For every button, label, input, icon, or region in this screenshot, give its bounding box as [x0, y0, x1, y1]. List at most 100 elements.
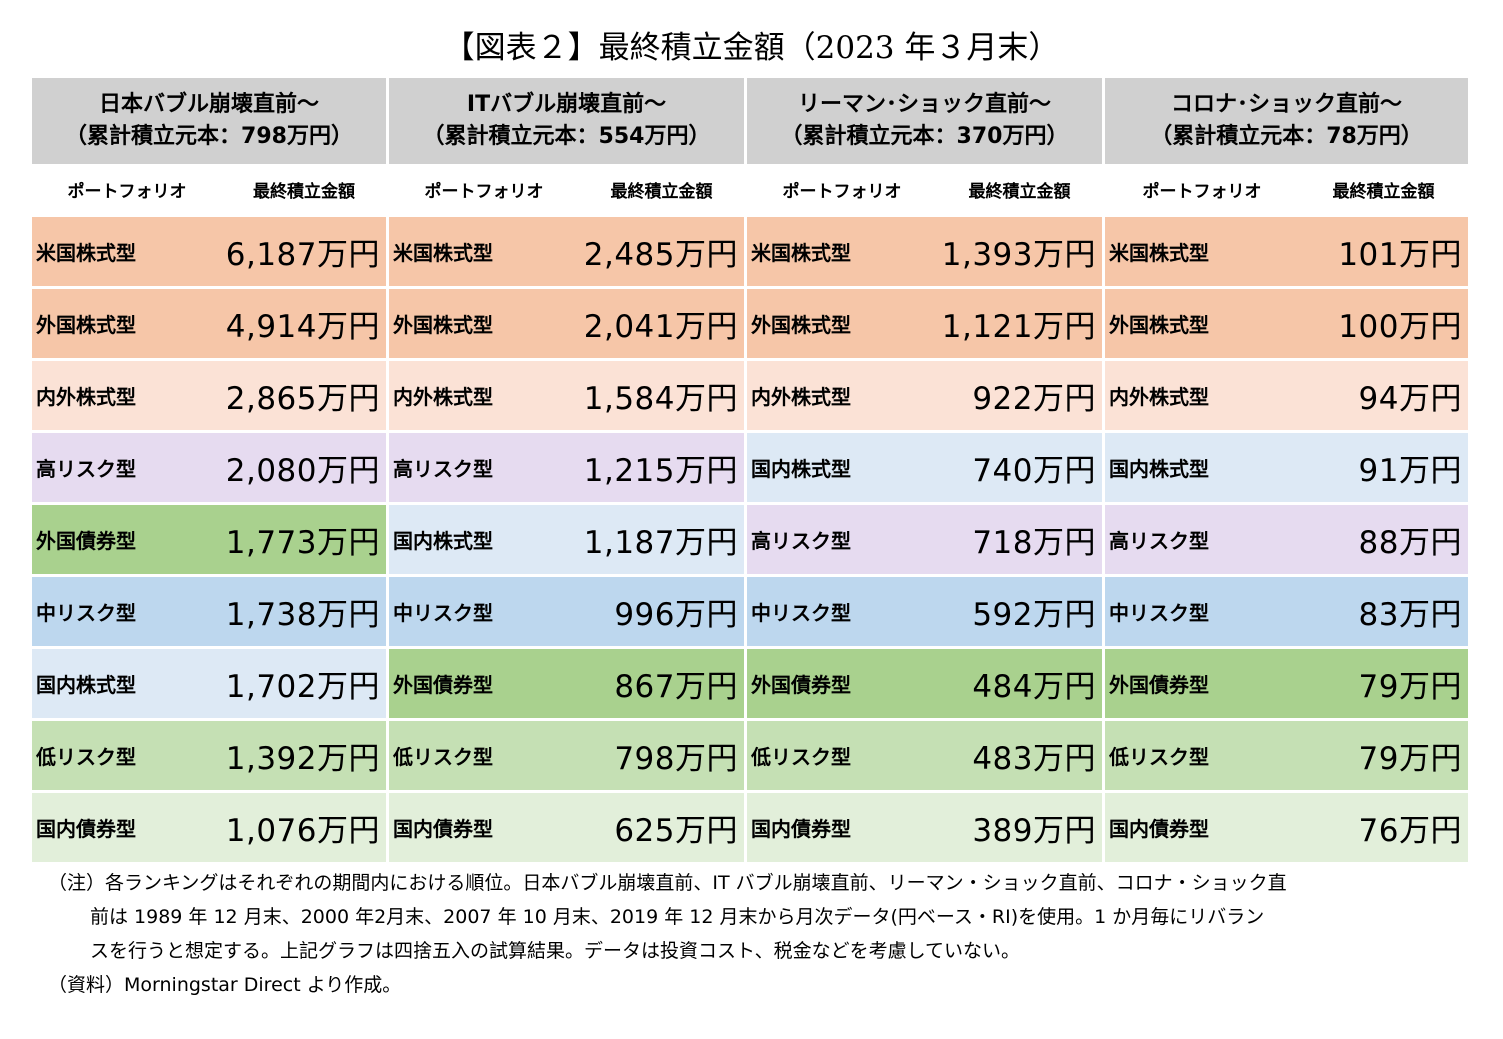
- portfolio-name: 高リスク型: [747, 502, 937, 574]
- final-amount: 1,121万円: [937, 286, 1105, 358]
- notes: （注）各ランキングはそれぞれの期間内における順位。日本バブル崩壊直前、IT バブ…: [48, 866, 1468, 1002]
- portfolio-name: 米国株式型: [1105, 214, 1299, 286]
- final-amount: 83万円: [1299, 574, 1468, 646]
- portfolio-name: 低リスク型: [1105, 718, 1299, 790]
- final-amount: 79万円: [1299, 718, 1468, 790]
- final-amount: 1,702万円: [222, 646, 389, 718]
- table-row: 中リスク型 1,738万円 中リスク型 996万円 中リスク型 592万円 中リスク型 83万…: [32, 574, 1468, 646]
- final-amount: 1,738万円: [222, 574, 389, 646]
- column-header-amount: 最終積立金額: [1299, 164, 1468, 214]
- table-row: 低リスク型 1,392万円 低リスク型 798万円 低リスク型 483万円 低リスク型 79万…: [32, 718, 1468, 790]
- portfolio-name: 高リスク型: [389, 430, 579, 502]
- portfolio-name: 内外株式型: [32, 358, 222, 430]
- portfolio-name: 外国債券型: [389, 646, 579, 718]
- final-amount: 389万円: [937, 790, 1105, 862]
- final-amount: 740万円: [937, 430, 1105, 502]
- portfolio-name: 低リスク型: [389, 718, 579, 790]
- final-amount: 1,215万円: [579, 430, 747, 502]
- portfolio-name: 低リスク型: [32, 718, 222, 790]
- group-principal: （累計積立元本：78万円）: [1150, 124, 1423, 149]
- final-amount: 996万円: [579, 574, 747, 646]
- group-header-row: 日本バブル崩壊直前～ （累計積立元本：798万円） ITバブル崩壊直前～ （累計積立元…: [32, 78, 1468, 164]
- portfolio-name: 国内株式型: [1105, 430, 1299, 502]
- final-amount: 1,187万円: [579, 502, 747, 574]
- final-amount: 4,914万円: [222, 286, 389, 358]
- final-amount: 2,485万円: [579, 214, 747, 286]
- portfolio-name: 国内債券型: [1105, 790, 1299, 862]
- portfolio-name: 高リスク型: [1105, 502, 1299, 574]
- portfolio-name: 内外株式型: [1105, 358, 1299, 430]
- table-row: 国内債券型 1,076万円 国内債券型 625万円 国内債券型 389万円 国内債券型 76万…: [32, 790, 1468, 862]
- page-title: 【図表２】最終積立金額（2023 年３月末）: [443, 30, 1060, 66]
- portfolio-name: 米国株式型: [32, 214, 222, 286]
- column-header-amount: 最終積立金額: [579, 164, 747, 214]
- column-header-portfolio: ポートフォリオ: [389, 164, 579, 214]
- portfolio-name: 国内株式型: [32, 646, 222, 718]
- final-amount: 1,584万円: [579, 358, 747, 430]
- portfolio-name: 外国株式型: [1105, 286, 1299, 358]
- table-row: 米国株式型 6,187万円 米国株式型 2,485万円 米国株式型 1,393万円 米国株式…: [32, 214, 1468, 286]
- portfolio-name: 外国債券型: [747, 646, 937, 718]
- final-amount: 867万円: [579, 646, 747, 718]
- final-amount: 2,865万円: [222, 358, 389, 430]
- group-principal: （累計積立元本：554万円）: [422, 124, 711, 149]
- portfolio-name: 内外株式型: [389, 358, 579, 430]
- portfolio-name: 中リスク型: [32, 574, 222, 646]
- group-title: 日本バブル崩壊直前～: [98, 92, 319, 117]
- table-row: 高リスク型 2,080万円 高リスク型 1,215万円 国内株式型 740万円 国内株式型 9…: [32, 430, 1468, 502]
- column-header-amount: 最終積立金額: [222, 164, 389, 214]
- group-principal: （累計積立元本：798万円）: [65, 124, 353, 149]
- final-amount: 6,187万円: [222, 214, 389, 286]
- group-header: ITバブル崩壊直前～ （累計積立元本：554万円）: [389, 78, 747, 164]
- note-line: スを行うと想定する。上記グラフは四捨五入の試算結果。データは投資コスト、税金など…: [90, 940, 1021, 962]
- final-amount: 798万円: [579, 718, 747, 790]
- final-amount: 1,773万円: [222, 502, 389, 574]
- ranking-table: 日本バブル崩壊直前～ （累計積立元本：798万円） ITバブル崩壊直前～ （累計積立元…: [32, 78, 1468, 862]
- group-header: リーマン･ショック直前～ （累計積立元本：370万円）: [747, 78, 1105, 164]
- portfolio-name: 外国株式型: [747, 286, 937, 358]
- final-amount: 91万円: [1299, 430, 1468, 502]
- portfolio-name: 中リスク型: [1105, 574, 1299, 646]
- portfolio-name: 米国株式型: [747, 214, 937, 286]
- final-amount: 625万円: [579, 790, 747, 862]
- final-amount: 718万円: [937, 502, 1105, 574]
- portfolio-name: 外国債券型: [1105, 646, 1299, 718]
- column-header-portfolio: ポートフォリオ: [32, 164, 222, 214]
- portfolio-name: 国内債券型: [32, 790, 222, 862]
- portfolio-name: 外国債券型: [32, 502, 222, 574]
- group-principal: （累計積立元本：370万円）: [780, 124, 1069, 149]
- portfolio-name: 低リスク型: [747, 718, 937, 790]
- final-amount: 76万円: [1299, 790, 1468, 862]
- group-title: リーマン･ショック直前～: [797, 92, 1051, 117]
- source-note: （資料）Morningstar Direct より作成。: [48, 974, 402, 996]
- final-amount: 1,076万円: [222, 790, 389, 862]
- final-amount: 79万円: [1299, 646, 1468, 718]
- table-body: 米国株式型 6,187万円 米国株式型 2,485万円 米国株式型 1,393万円 米国株式…: [32, 214, 1468, 862]
- final-amount: 922万円: [937, 358, 1105, 430]
- final-amount: 484万円: [937, 646, 1105, 718]
- final-amount: 88万円: [1299, 502, 1468, 574]
- table-row: 内外株式型 2,865万円 内外株式型 1,584万円 内外株式型 922万円 内外株式型 9…: [32, 358, 1468, 430]
- portfolio-name: 国内債券型: [747, 790, 937, 862]
- table-row: 外国株式型 4,914万円 外国株式型 2,041万円 外国株式型 1,121万円 外国株式…: [32, 286, 1468, 358]
- final-amount: 100万円: [1299, 286, 1468, 358]
- column-header-amount: 最終積立金額: [937, 164, 1105, 214]
- group-header: 日本バブル崩壊直前～ （累計積立元本：798万円）: [32, 78, 389, 164]
- table-row: 国内株式型 1,702万円 外国債券型 867万円 外国債券型 484万円 外国債券型 79万…: [32, 646, 1468, 718]
- note-line: （注）各ランキングはそれぞれの期間内における順位。日本バブル崩壊直前、IT バブ…: [48, 872, 1287, 894]
- portfolio-name: 内外株式型: [747, 358, 937, 430]
- portfolio-name: 国内株式型: [747, 430, 937, 502]
- final-amount: 1,393万円: [937, 214, 1105, 286]
- group-header: コロナ･ショック直前～ （累計積立元本：78万円）: [1105, 78, 1468, 164]
- final-amount: 592万円: [937, 574, 1105, 646]
- portfolio-name: 中リスク型: [389, 574, 579, 646]
- table-row: 外国債券型 1,773万円 国内株式型 1,187万円 高リスク型 718万円 高リスク型 8…: [32, 502, 1468, 574]
- final-amount: 1,392万円: [222, 718, 389, 790]
- portfolio-name: 国内株式型: [389, 502, 579, 574]
- final-amount: 94万円: [1299, 358, 1468, 430]
- group-title: コロナ･ショック直前～: [1170, 92, 1402, 117]
- portfolio-name: 外国株式型: [32, 286, 222, 358]
- column-header-portfolio: ポートフォリオ: [747, 164, 937, 214]
- portfolio-name: 中リスク型: [747, 574, 937, 646]
- final-amount: 483万円: [937, 718, 1105, 790]
